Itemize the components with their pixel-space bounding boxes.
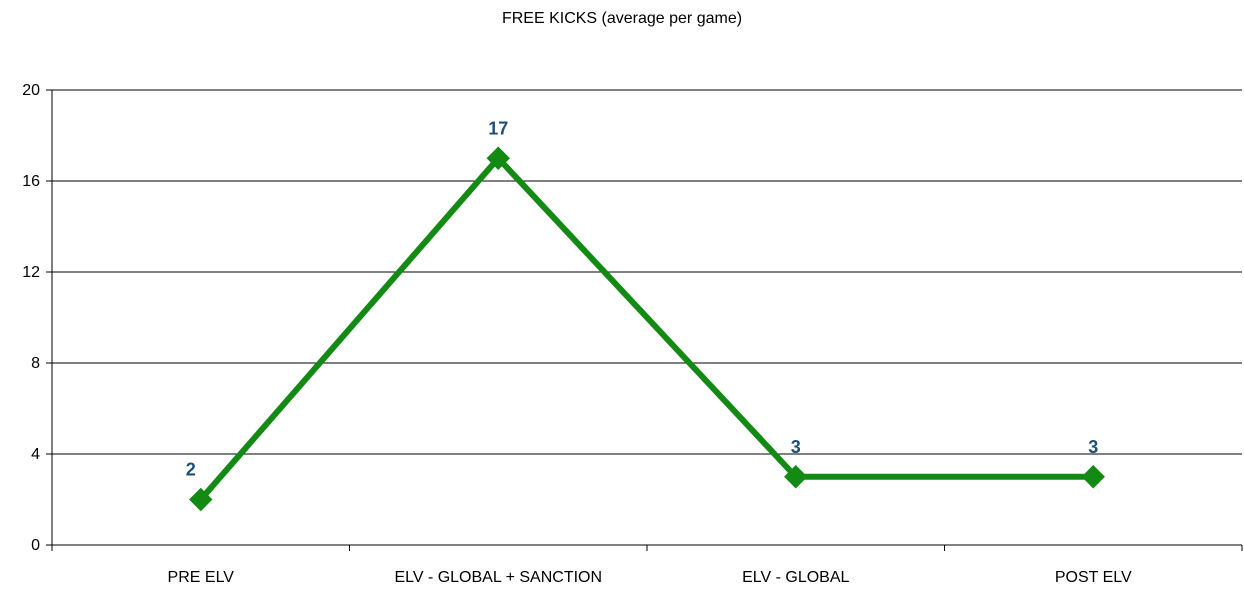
series-layer [189, 146, 1105, 512]
data-point-marker [1081, 465, 1105, 489]
y-tick-label: 12 [22, 264, 40, 281]
series-line [198, 153, 1094, 502]
y-tick-label: 20 [22, 82, 40, 99]
y-tick-label: 4 [31, 446, 40, 463]
y-tick-label: 8 [31, 355, 40, 372]
x-category-label: POST ELV [1055, 569, 1132, 586]
x-category-label: ELV - GLOBAL + SANCTION [394, 569, 602, 586]
x-category-label: PRE ELV [168, 569, 235, 586]
data-label: 2 [186, 460, 196, 480]
y-tick-label: 0 [31, 537, 40, 554]
data-point-marker [784, 465, 808, 489]
chart-title: FREE KICKS (average per game) [501, 10, 743, 27]
data-label: 17 [488, 118, 508, 138]
axis-layer: 0 4 8 12 16 20 PRE ELV ELV - GLOBAL + SANCTION E… [22, 82, 1243, 586]
label-layer: 2 17 3 3 [186, 118, 1099, 479]
data-point-marker [486, 146, 510, 170]
data-label: 3 [791, 437, 801, 457]
data-point-marker [189, 487, 213, 512]
x-category-label: ELV - GLOBAL [742, 569, 849, 586]
y-tick-label: 16 [22, 173, 40, 190]
data-label: 3 [1088, 437, 1098, 457]
